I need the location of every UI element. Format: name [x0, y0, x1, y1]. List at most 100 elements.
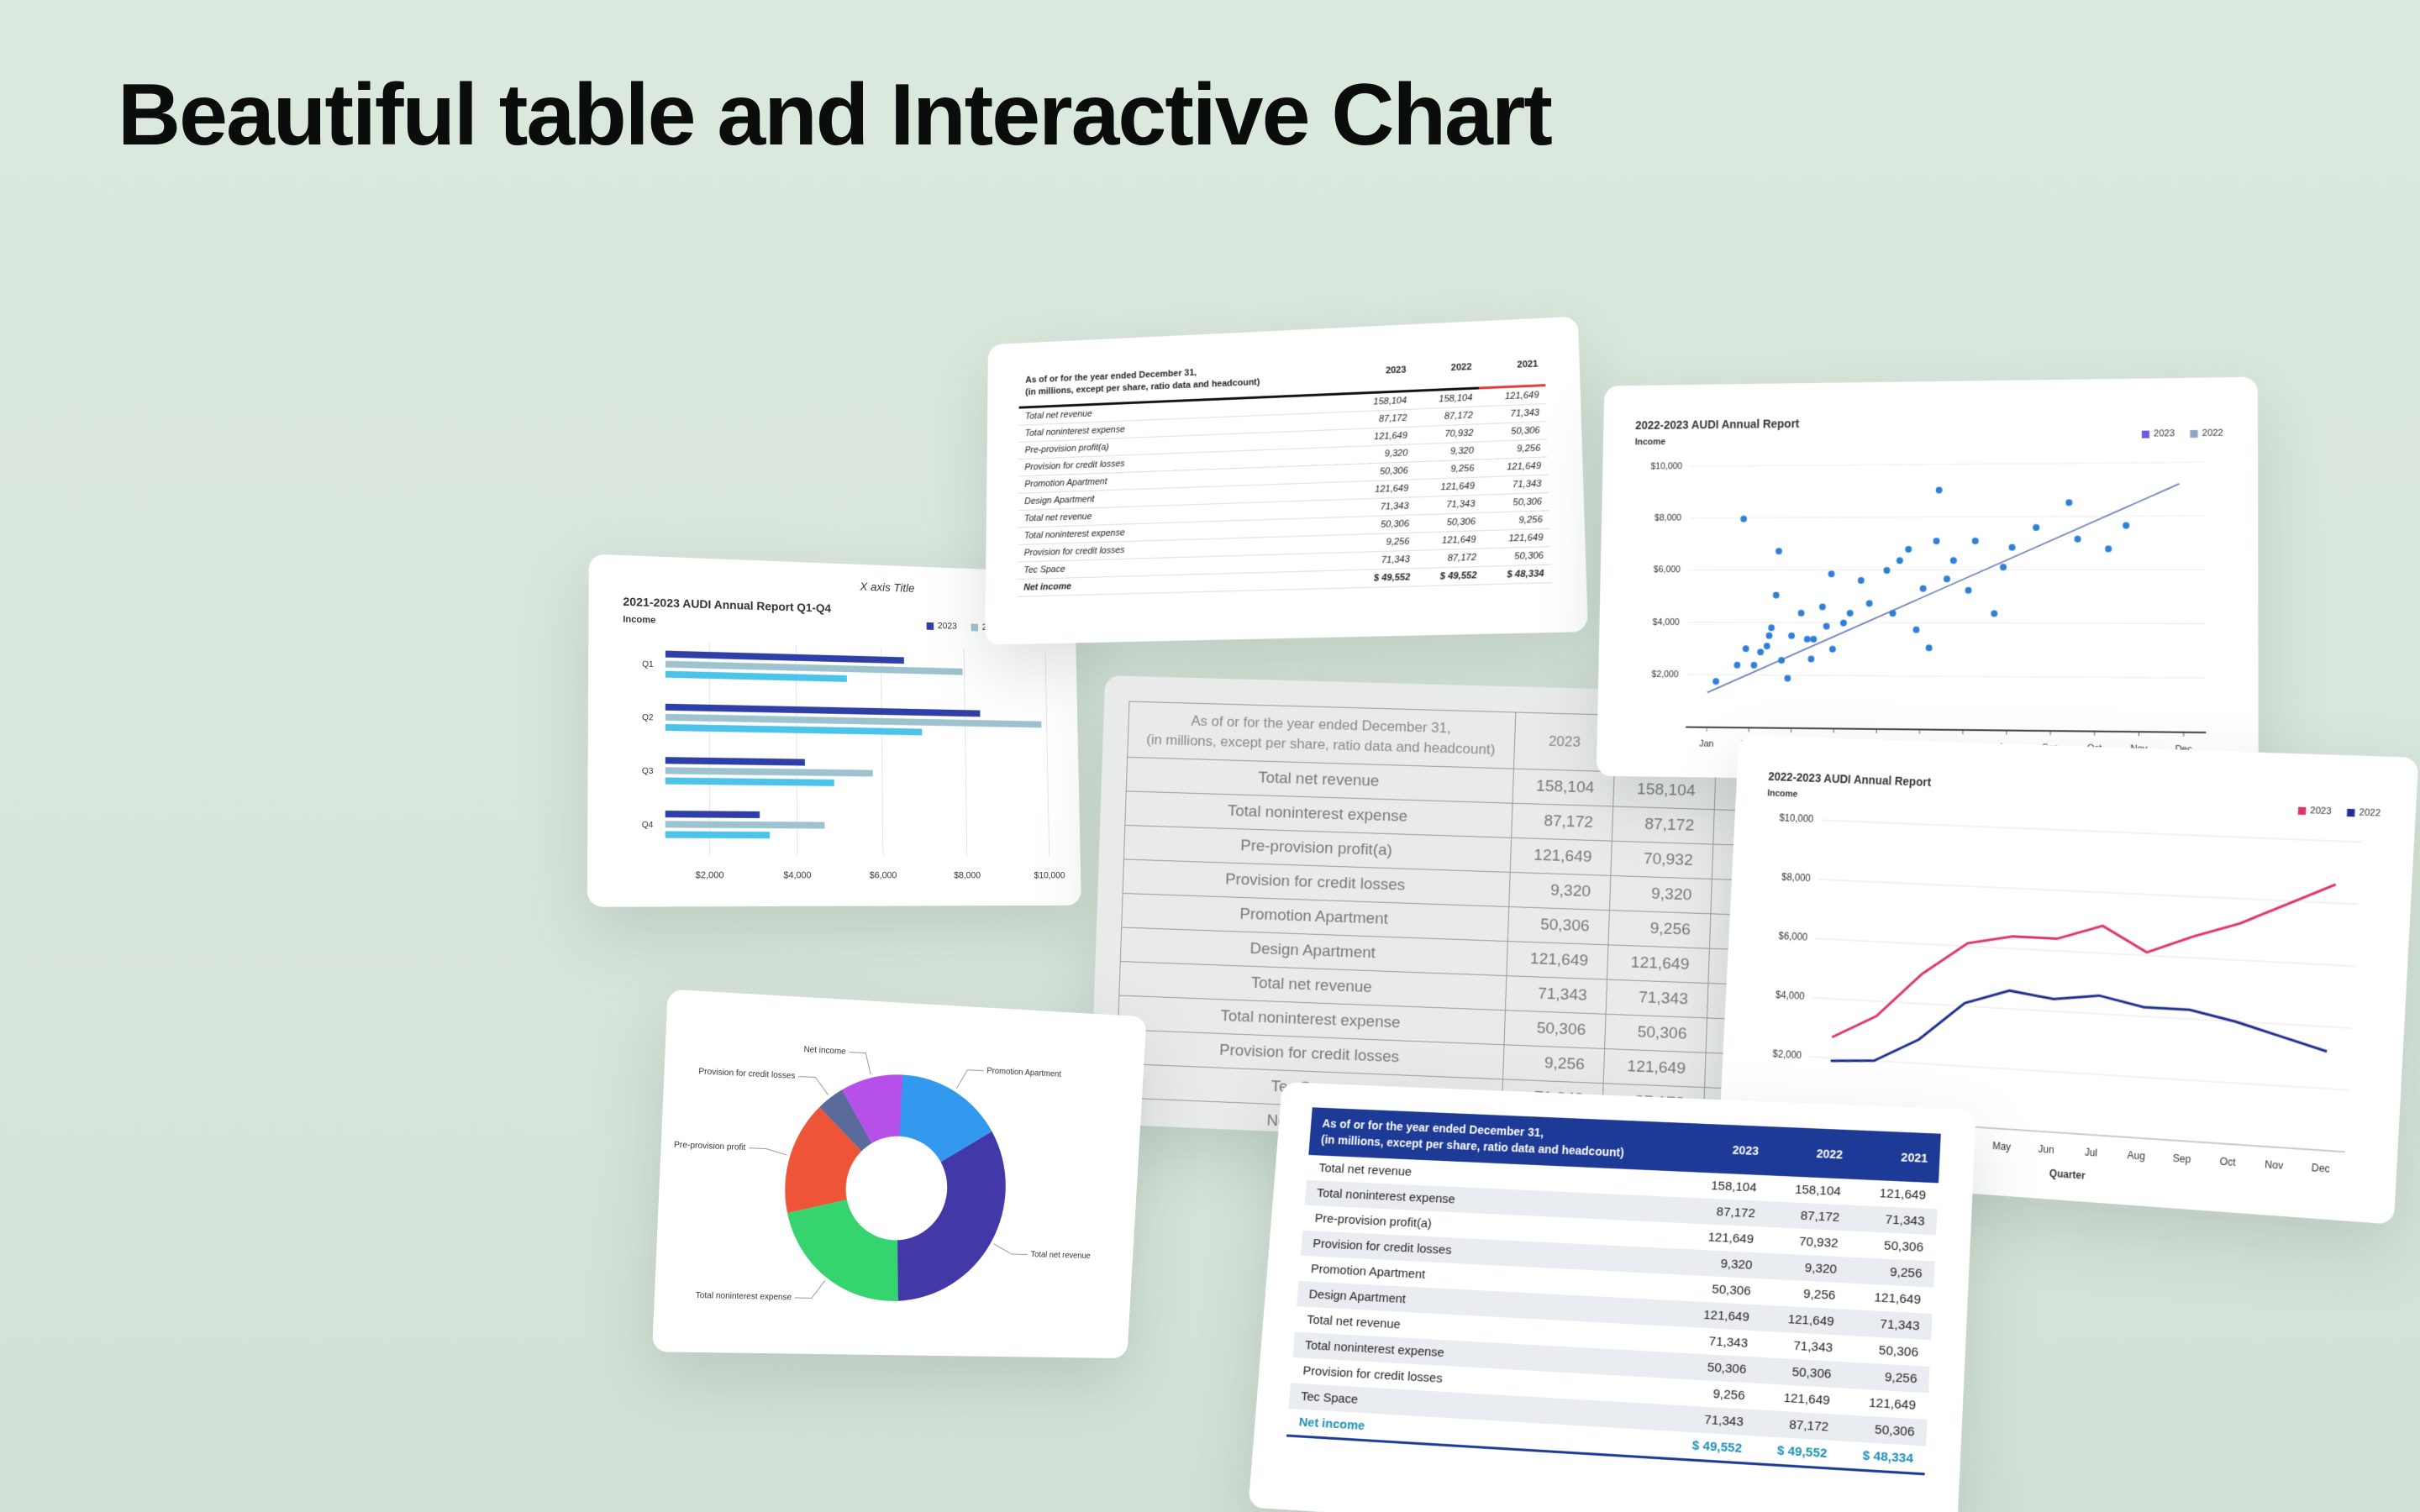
scatter-point — [1768, 624, 1776, 632]
scatter-point — [1935, 486, 1943, 494]
x-axis-title: Quarter — [2049, 1168, 2086, 1182]
cell: 158,104 — [1348, 391, 1414, 412]
x-tick-label: Jul — [2085, 1147, 2098, 1158]
x-tick-label: Sep — [2172, 1153, 2191, 1166]
bottom-table-card: As of or for the year ended December 31,… — [1248, 1082, 1976, 1512]
cell: 121,649 — [1707, 1230, 1754, 1247]
scatter-point — [1772, 591, 1780, 599]
x-tick-label: $6,000 — [870, 870, 897, 880]
cell: 121,649 — [1349, 426, 1415, 447]
cell: 121,649 — [1602, 1048, 1706, 1088]
cell: 71,343 — [1481, 474, 1549, 495]
x-tick-label: $4,000 — [783, 870, 811, 880]
leader-line — [848, 1053, 871, 1075]
scatter-point — [1750, 661, 1758, 669]
grid-line — [1822, 820, 2362, 842]
x-tick-label: $8,000 — [954, 870, 981, 880]
scatter-point — [1803, 635, 1811, 643]
cell: 50,306 — [1604, 1013, 1707, 1053]
legend-swatch — [971, 623, 979, 632]
grid-line — [1818, 879, 2358, 905]
cell: 50,306 — [1349, 461, 1416, 482]
leader-line — [795, 1280, 825, 1299]
donut-chart: Promotion Apartment Total net revenue Tota… — [674, 1045, 1091, 1304]
cell: 50,306 — [1507, 906, 1609, 945]
line-series — [1832, 863, 2335, 1067]
bar — [665, 821, 825, 829]
column-header: 2023 — [1685, 1123, 1772, 1176]
scatter-point — [1889, 610, 1897, 617]
bar-chart-card: X axis Title 2021-2023 AUDI Annual Report… — [587, 554, 1081, 907]
cell: 9,256 — [1414, 459, 1481, 480]
y-axis-label: Income — [623, 614, 655, 625]
donut-slice — [839, 1072, 903, 1145]
scatter-point — [1742, 645, 1749, 653]
scatter-point — [1865, 600, 1873, 607]
column-header: 2022 — [1413, 350, 1480, 391]
column-header: 2021 — [1478, 348, 1546, 388]
x-tick-label: May — [1992, 1141, 2012, 1153]
legend-swatch — [2297, 806, 2307, 816]
cell: 70,932 — [1798, 1234, 1839, 1252]
slice-label: Total noninterest expense — [695, 1291, 792, 1302]
y-axis-label: Income — [1767, 788, 1798, 799]
data-table: As of or for the year ended December 31,… — [1017, 348, 1552, 597]
x-tick-label: Jun — [2038, 1144, 2054, 1157]
scatter-point — [1765, 632, 1773, 639]
grid-line — [1687, 622, 2206, 624]
cell: 50,306 — [1503, 1010, 1606, 1049]
cell: 158,104 — [1413, 387, 1480, 409]
data-table: As of or for the year ended December 31,… — [1286, 1107, 1941, 1475]
bar-chart: X axis Title 2021-2023 AUDI Annual Report… — [623, 580, 1065, 880]
cell: 9,256 — [1607, 910, 1711, 948]
scatter-point — [1828, 645, 1836, 653]
cell: $ 49,552 — [1350, 568, 1418, 588]
leader-line — [797, 1076, 829, 1095]
bar — [665, 703, 981, 717]
x-tick-label: Nov — [2265, 1159, 2284, 1172]
cell: 71,343 — [1605, 979, 1708, 1018]
cell: $ 48,334 — [1838, 1441, 1927, 1475]
legend-swatch — [2190, 429, 2198, 438]
grid-line — [1812, 998, 2352, 1028]
cell: 9,320 — [1508, 871, 1611, 911]
scatter-point — [1797, 609, 1805, 617]
cell: 121,649 — [1479, 385, 1546, 407]
cell: 71,343 — [1415, 494, 1482, 515]
scatter-point — [1839, 619, 1847, 627]
cell: 87,172 — [1611, 806, 1714, 844]
scatter-point — [2000, 564, 2007, 571]
y-tick-label: $4,000 — [1776, 990, 1806, 1002]
cell: 50,306 — [1349, 514, 1417, 535]
scatter-point — [2065, 499, 2073, 507]
y-tick-label: $8,000 — [1781, 872, 1812, 885]
scatter-point — [1778, 657, 1786, 664]
cell: 50,306 — [1711, 1282, 1752, 1299]
bar — [665, 660, 963, 675]
donut-slice — [783, 1105, 864, 1215]
scatter-point — [1763, 643, 1770, 650]
cell: 9,320 — [1608, 874, 1712, 914]
cell: $ 49,552 — [1417, 566, 1485, 586]
leader-line — [993, 1244, 1028, 1255]
cell: 158,104 — [1512, 768, 1614, 806]
slice-label: Pre-provision profit — [674, 1141, 746, 1153]
cell: 9,256 — [1848, 1257, 1935, 1288]
table-host: As of or for the year ended December 31,… — [1017, 348, 1552, 597]
cell: 121,649 — [1607, 944, 1709, 984]
grid-line — [1691, 462, 2207, 466]
leader-line — [956, 1069, 983, 1089]
y-tick-label: Q4 — [642, 821, 654, 830]
cell: 9,256 — [1480, 438, 1548, 459]
legend-label: 2022 — [2202, 428, 2223, 438]
chart-title: 2022-2023 AUDI Annual Report — [1768, 770, 1932, 789]
cell: 121,649 — [1874, 1290, 1922, 1308]
scatter-point — [1776, 548, 1782, 555]
y-tick-label: Q3 — [642, 767, 654, 776]
scatter-point — [2033, 523, 2040, 531]
cell: 50,306 — [1883, 1238, 1924, 1255]
top-table-card: As of or for the year ended December 31,… — [985, 316, 1588, 645]
cell: 9,256 — [1802, 1287, 1836, 1304]
